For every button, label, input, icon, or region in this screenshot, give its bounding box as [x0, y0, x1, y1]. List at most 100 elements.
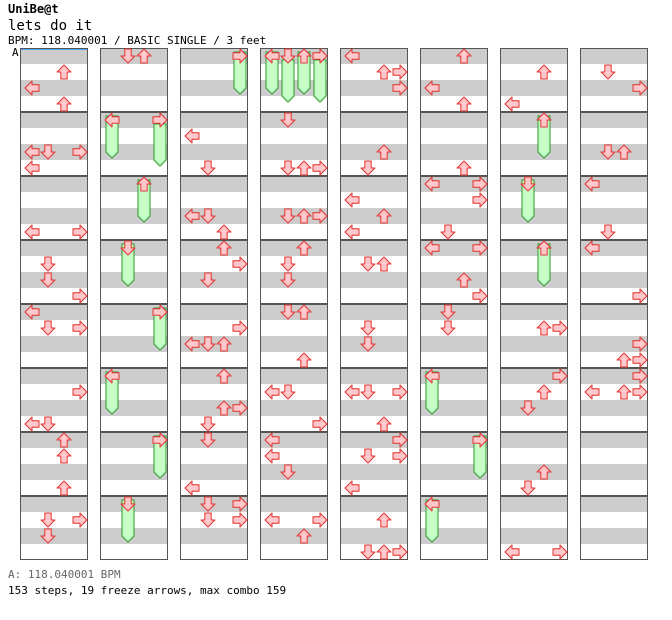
measure-frame [100, 48, 168, 112]
measure-frame [20, 304, 88, 368]
measure-frame [340, 48, 408, 112]
measure-stripe [260, 400, 328, 416]
left-arrow [264, 384, 280, 400]
footer-stats: 153 steps, 19 freeze arrows, max combo 1… [8, 584, 287, 597]
left-arrow [104, 112, 120, 128]
measure-frame [100, 240, 168, 304]
measure-stripe [100, 432, 168, 448]
right-arrow [632, 80, 648, 96]
left-arrow [424, 240, 440, 256]
left-arrow [24, 416, 40, 432]
measure-stripe [420, 464, 488, 480]
measure-frame [260, 240, 328, 304]
down-arrow [520, 400, 536, 416]
measure-stripe [100, 464, 168, 480]
up-arrow [136, 48, 152, 64]
measure-stripe [580, 112, 648, 128]
measure-stripe [180, 528, 248, 544]
up-arrow [216, 400, 232, 416]
bpm-marker-label: A [12, 46, 19, 59]
measure-frame [100, 496, 168, 560]
measure-stripe [340, 208, 408, 224]
measure-stripe [340, 144, 408, 160]
freeze-arrow [265, 51, 279, 95]
measure-frame [580, 176, 648, 240]
measure-stripe [500, 432, 568, 448]
right-arrow [232, 256, 248, 272]
measure-stripe [340, 304, 408, 320]
right-arrow [232, 400, 248, 416]
up-arrow [376, 512, 392, 528]
measure-frame [580, 48, 648, 112]
measure-stripe [420, 176, 488, 192]
freeze-arrow [521, 179, 535, 223]
measure-stripe [180, 464, 248, 480]
measure-stripe [260, 368, 328, 384]
right-arrow [72, 512, 88, 528]
measure-frame [500, 304, 568, 368]
freeze-arrow [425, 499, 439, 543]
measure-frame [260, 176, 328, 240]
left-arrow [264, 448, 280, 464]
measure-stripe [180, 176, 248, 192]
measure-stripe [580, 240, 648, 256]
measure-stripe [20, 112, 88, 128]
measure-stripe [500, 368, 568, 384]
right-arrow [72, 384, 88, 400]
measure-stripe [500, 240, 568, 256]
measure-frame [580, 112, 648, 176]
measure-frame [340, 304, 408, 368]
down-arrow [440, 224, 456, 240]
measure-frame [340, 368, 408, 432]
measure-stripe [500, 304, 568, 320]
measure-frame [260, 496, 328, 560]
measure-stripe [340, 48, 408, 64]
measure-stripe [580, 176, 648, 192]
measure-frame [180, 48, 248, 112]
measure-frame [420, 432, 488, 496]
measure-stripe [260, 176, 328, 192]
up-arrow [536, 320, 552, 336]
right-arrow [72, 224, 88, 240]
measure-frame [260, 368, 328, 432]
left-arrow [24, 160, 40, 176]
measure-stripe [180, 400, 248, 416]
freeze-arrow [105, 371, 119, 415]
measure-stripe [580, 400, 648, 416]
right-arrow [152, 432, 168, 448]
right-arrow [392, 448, 408, 464]
left-arrow [24, 80, 40, 96]
freeze-arrow [105, 115, 119, 159]
up-arrow [616, 352, 632, 368]
up-arrow [536, 384, 552, 400]
up-arrow [296, 528, 312, 544]
up-arrow [376, 64, 392, 80]
up-arrow [296, 208, 312, 224]
right-arrow [312, 512, 328, 528]
down-arrow [280, 256, 296, 272]
up-arrow [536, 64, 552, 80]
up-arrow [376, 144, 392, 160]
measure-frame [180, 240, 248, 304]
left-arrow [264, 512, 280, 528]
measure-frame [340, 176, 408, 240]
left-arrow [24, 144, 40, 160]
up-arrow [296, 352, 312, 368]
up-arrow [296, 160, 312, 176]
right-arrow [232, 48, 248, 64]
measure-frame [260, 48, 328, 112]
down-arrow [120, 240, 136, 256]
measure-stripe [20, 432, 88, 448]
down-arrow [600, 64, 616, 80]
right-arrow [632, 336, 648, 352]
right-arrow [392, 64, 408, 80]
up-arrow [376, 416, 392, 432]
down-arrow [40, 256, 56, 272]
measure-stripe [180, 304, 248, 320]
measure-stripe [260, 496, 328, 512]
right-arrow [72, 320, 88, 336]
down-arrow [440, 304, 456, 320]
up-arrow [216, 240, 232, 256]
measure-stripe [580, 48, 648, 64]
down-arrow [200, 160, 216, 176]
